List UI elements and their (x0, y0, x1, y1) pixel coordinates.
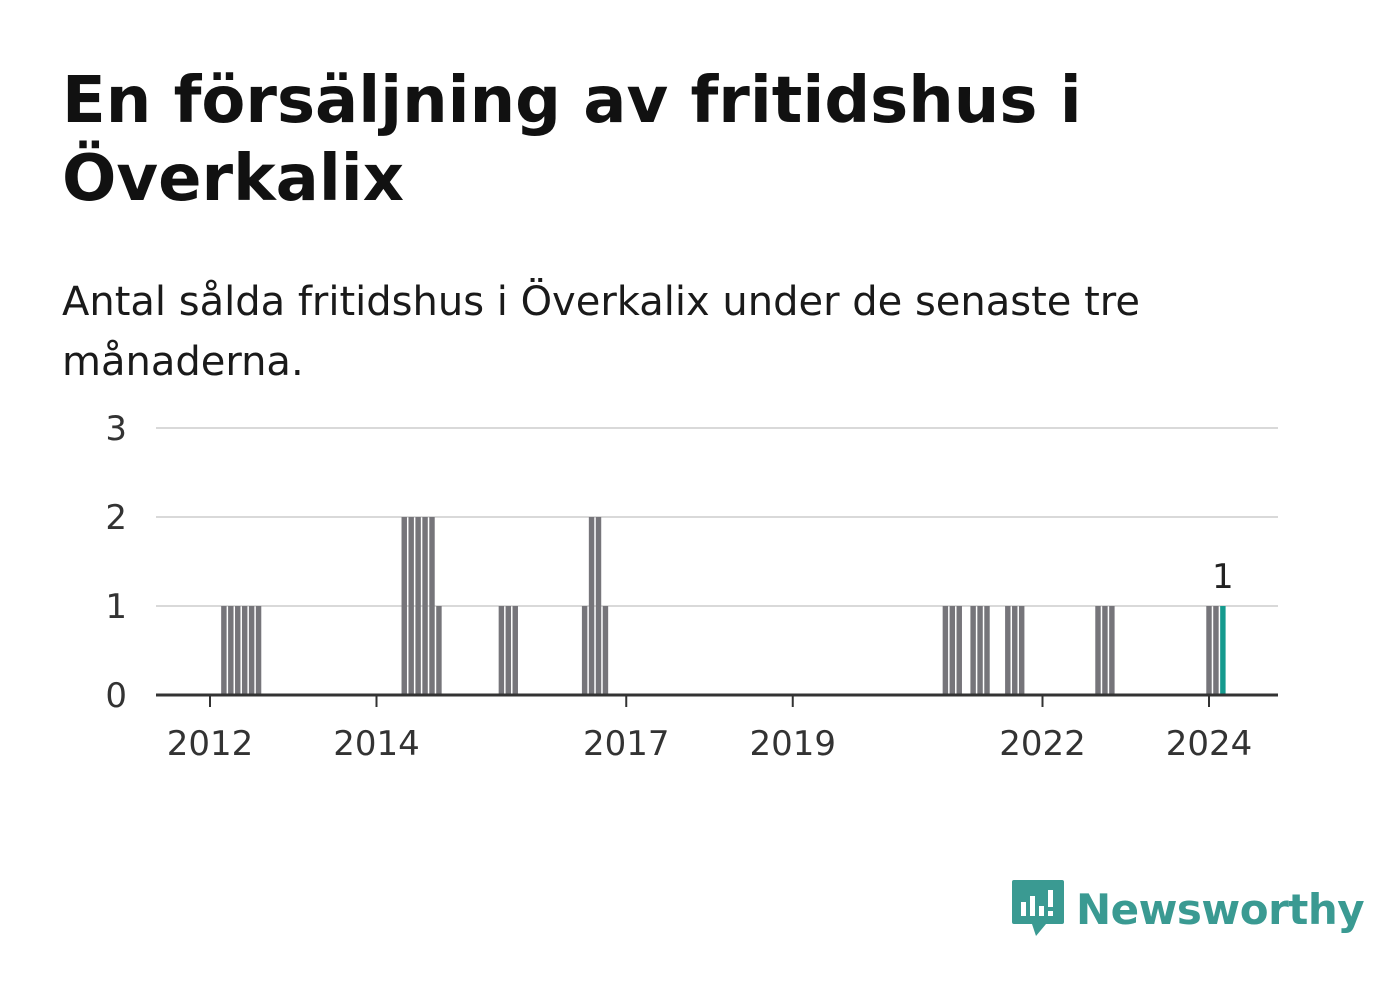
bar-2015-08 (505, 606, 512, 695)
bar-2015-07 (498, 606, 505, 695)
bar-2024-01 (1206, 606, 1212, 695)
bar-2022-10 (1102, 606, 1108, 695)
bar-2021-08 (1005, 606, 1011, 695)
x-tick-label-2012: 2012 (167, 724, 254, 764)
bar-2014-05 (401, 517, 407, 695)
bar-2016-10 (602, 606, 609, 695)
bar-2012-08 (255, 606, 262, 695)
y-tick-label-1: 1 (105, 587, 127, 627)
y-tick-label-0: 0 (105, 676, 127, 716)
bar-2014-06 (408, 517, 414, 695)
bar-2016-08 (588, 517, 595, 695)
bar-2015-09 (512, 606, 518, 695)
x-tick-label-2022: 2022 (999, 724, 1086, 764)
bar-2014-07 (415, 517, 421, 695)
bar-2020-11 (942, 606, 949, 695)
bar-2012-05 (235, 606, 241, 695)
bar-chart: 0 1 2 3 2012 2014 2017 2019 2022 2024 1 (105, 409, 1278, 764)
bar-2012-04 (228, 606, 234, 695)
x-tick-label-2014: 2014 (333, 724, 420, 764)
bar-2014-10 (436, 606, 442, 695)
bar-2014-08 (422, 517, 428, 695)
x-tick-label-2019: 2019 (749, 724, 836, 764)
chart-subtitle: Antal sålda fritidshus i Överkalix under… (62, 279, 1140, 385)
x-tick-label-2017: 2017 (583, 724, 670, 764)
bar-2021-09 (1012, 606, 1018, 695)
bar-2021-04 (977, 606, 983, 695)
data-label-2024-03: 1 (1212, 557, 1234, 597)
bar-2020-12 (949, 606, 956, 695)
bar-2024-03 (1220, 606, 1226, 695)
y-tick-label-2: 2 (105, 498, 127, 538)
bar-2021-10 (1018, 606, 1025, 695)
bar-2024-02 (1213, 606, 1219, 695)
bar-2014-09 (429, 517, 435, 695)
y-tick-label-3: 3 (105, 409, 127, 449)
bar-2021-01 (956, 606, 962, 695)
bar-2021-03 (970, 606, 976, 695)
bar-2016-07 (581, 606, 588, 695)
bar-2022-11 (1109, 606, 1115, 695)
brand-name: Newsworthy (1076, 884, 1365, 934)
newsworthy-logo-icon (1012, 880, 1064, 936)
bar-2012-07 (248, 606, 255, 695)
chart-title: En försäljning av fritidshus i Överkalix (62, 64, 1082, 216)
bar-2022-09 (1095, 606, 1101, 695)
x-tick-label-2024: 2024 (1166, 724, 1253, 764)
bar-2016-09 (595, 517, 602, 695)
bar-2021-05 (984, 606, 990, 695)
bar-2012-03 (221, 606, 227, 695)
newsworthy-logo: Newsworthy (1010, 878, 1365, 940)
bar-2012-06 (241, 606, 248, 695)
